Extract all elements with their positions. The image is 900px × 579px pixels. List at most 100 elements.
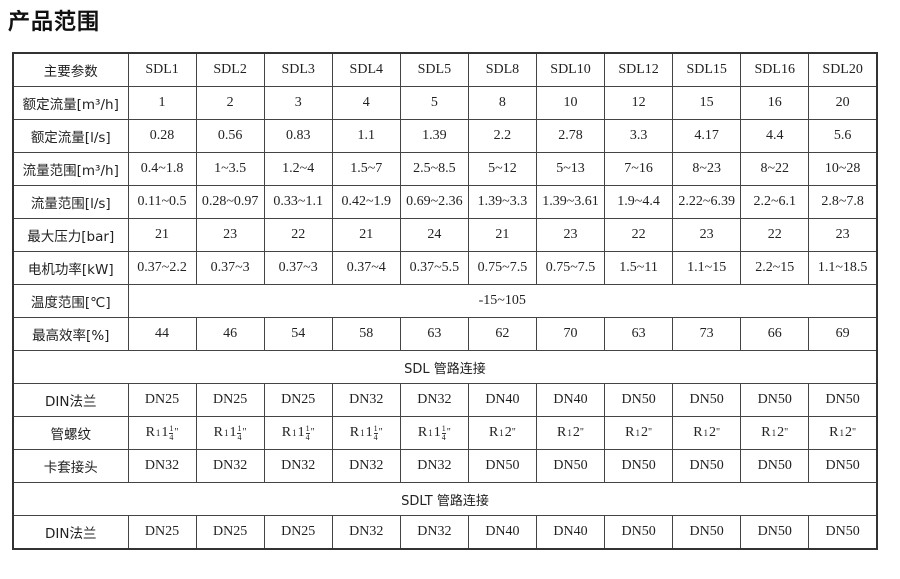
model-header: SDL4 [331, 52, 401, 87]
value-cell: DN50 [740, 449, 810, 483]
value-cell: 0.83 [263, 119, 333, 153]
value-cell: DN32 [195, 449, 265, 483]
thread-prefix: R [693, 425, 703, 440]
thread-size: 2 [709, 425, 717, 440]
section-title: SDLT 管路连接 [12, 482, 878, 516]
value-cell: 4.17 [672, 119, 742, 153]
inch-mark: " [174, 426, 179, 438]
model-header: SDL8 [467, 52, 537, 87]
model-header: SDL15 [672, 52, 742, 87]
value-cell: 21 [331, 218, 401, 252]
numerator: 1 [305, 423, 310, 434]
value-cell: 1.39~3.3 [467, 185, 537, 219]
value-cell: DN25 [195, 383, 265, 417]
thread-prefix: R [761, 425, 771, 440]
value-cell: 2 [195, 86, 265, 120]
row-label: 额定流量[l/s] [12, 119, 129, 153]
value-cell: DN32 [399, 449, 469, 483]
value-cell: 15 [672, 86, 742, 120]
table-row: 流量范围[m³/h] 0.4~1.8 1~3.5 1.2~4 1.5~7 2.5~8.5 5… [12, 152, 878, 186]
thread-prefix: R [417, 425, 428, 440]
inch-mark: " [511, 427, 516, 438]
value-cell: DN50 [808, 515, 878, 550]
thread-sub: 1 [155, 428, 161, 438]
value-cell: DN50 [535, 449, 606, 483]
value-cell: 1.5~7 [331, 152, 401, 186]
value-cell: 2.2~15 [740, 251, 810, 285]
value-cell: 0.37~5.5 [399, 251, 469, 285]
value-cell: DN25 [195, 515, 265, 550]
inch-mark: " [242, 426, 247, 438]
value-cell: 69 [808, 317, 878, 351]
thread-size: 1 [161, 425, 169, 440]
thread-cell: R 1 1 1 4 " [127, 416, 197, 450]
header-row: 主要参数 SDL1 SDL2 SDL3 SDL4 SDL5 SDL8 SDL10 SDL12 SD… [12, 52, 878, 87]
value-cell: DN32 [331, 449, 401, 483]
thread-size: 2 [572, 425, 580, 440]
model-header: SDL1 [127, 52, 197, 87]
model-header: SDL12 [604, 52, 674, 87]
value-cell: 21 [467, 218, 537, 252]
value-cell: 1 [127, 86, 197, 120]
row-label: DIN法兰 [12, 383, 129, 417]
thread-sub: 1 [428, 428, 433, 438]
thread-prefix: R [349, 425, 360, 440]
denominator: 4 [237, 432, 242, 442]
value-cell: 7~16 [604, 152, 674, 186]
value-cell: 0.42~1.9 [331, 185, 401, 219]
value-cell: 1.1~18.5 [808, 251, 878, 285]
value-cell: 0.75~7.5 [535, 251, 606, 285]
thread-size: 2 [845, 425, 853, 440]
thread-size: 2 [640, 425, 648, 440]
value-cell: 2.78 [535, 119, 606, 153]
value-cell: 22 [740, 218, 810, 252]
numerator: 1 [169, 423, 174, 434]
thread-prefix: R [829, 425, 839, 440]
value-cell: 8 [467, 86, 537, 120]
table-row: 电机功率[kW] 0.37~2.2 0.37~3 0.37~3 0.37~4 0.37~5… [12, 251, 878, 285]
value-cell: 8~23 [672, 152, 742, 186]
row-label: 流量范围[m³/h] [12, 152, 129, 186]
denominator: 4 [305, 432, 310, 442]
value-cell: 70 [535, 317, 606, 351]
thread-prefix: R [213, 425, 223, 440]
value-cell: 1.1 [331, 119, 401, 153]
value-cell: DN25 [263, 383, 333, 417]
thread-sub: 1 [292, 428, 297, 438]
section-row: SDLT 管路连接 [12, 482, 878, 516]
value-cell: DN50 [808, 383, 878, 417]
value-cell: 5~13 [535, 152, 606, 186]
value-cell: 1.1~15 [672, 251, 742, 285]
thread-prefix: R [145, 425, 155, 440]
value-cell: 10~28 [808, 152, 878, 186]
value-cell: DN25 [127, 383, 197, 417]
value-cell: 0.11~0.5 [127, 185, 197, 219]
value-cell: 46 [195, 317, 265, 351]
value-cell: DN32 [399, 383, 469, 417]
table-row: 额定流量[l/s] 0.28 0.56 0.83 1.1 1.39 2.2 2.78 3.3 4.… [12, 119, 878, 153]
value-cell: 22 [604, 218, 674, 252]
thread-prefix: R [557, 425, 567, 440]
thread-prefix: R [625, 425, 635, 440]
value-cell: DN40 [467, 383, 537, 417]
thread-cell: R 1 1 1 4 " [195, 416, 265, 450]
inch-mark: " [716, 427, 721, 438]
value-cell: 12 [604, 86, 674, 120]
value-cell: 44 [127, 317, 197, 351]
inch-mark: " [579, 427, 584, 438]
value-cell: DN50 [672, 383, 742, 417]
thread-cell: R 1 2 " [467, 416, 537, 450]
thread-size: 1 [297, 425, 305, 440]
value-cell: DN32 [263, 449, 333, 483]
value-cell: -15~105 [127, 284, 878, 318]
value-cell: 54 [263, 317, 333, 351]
thread-cell: R 1 2 " [535, 416, 606, 450]
value-cell: 23 [535, 218, 606, 252]
inch-mark: " [647, 427, 653, 438]
thread-sub: 1 [635, 428, 640, 438]
inch-mark: " [446, 426, 451, 438]
value-cell: 2.22~6.39 [672, 185, 742, 219]
value-cell: 4.4 [740, 119, 810, 153]
row-label: 最高效率[%] [12, 317, 129, 351]
